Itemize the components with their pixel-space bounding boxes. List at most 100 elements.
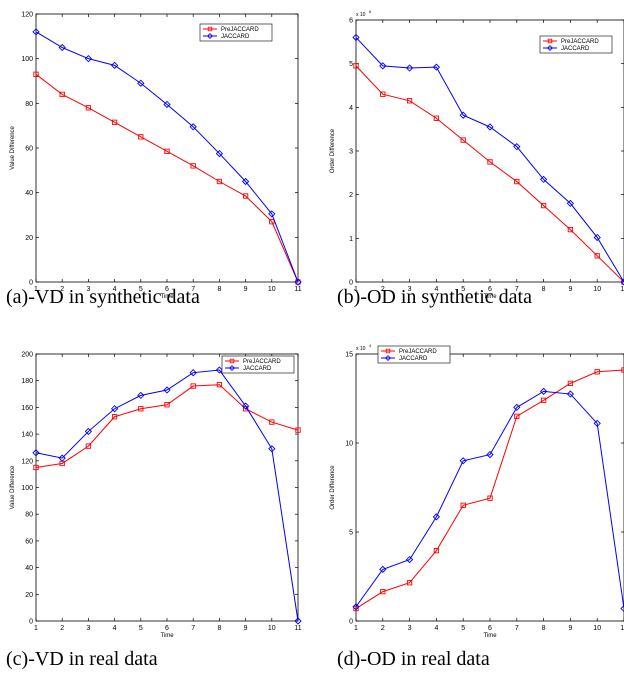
y-exponent-label: x 10 xyxy=(356,346,366,352)
chart-svg-d: 1 2 3 4 5 6 7 8 9 10 11 0 5 10 15 Time Order Difference x… xyxy=(330,343,624,639)
x-tick-label: 4 xyxy=(434,286,438,293)
chart-svg-b: 12345678910110123456TimeOrder Difference… xyxy=(330,9,624,300)
data-point-prejaccard xyxy=(567,380,574,387)
legend-label-jaccard: JACCARD xyxy=(221,34,250,40)
x-tick-label: 1 xyxy=(354,286,358,293)
legend-label-jaccard: JACCARD xyxy=(399,356,428,362)
data-point-jaccard xyxy=(110,405,119,413)
legend-label-prejaccard: PreJACCARD xyxy=(561,39,599,45)
y-tick-label: 120 xyxy=(21,12,33,19)
y-tick-label: 60 xyxy=(25,538,33,545)
x-tick-label: 10 xyxy=(268,286,276,293)
plot-frame xyxy=(355,353,624,622)
legend-marker-prejaccard xyxy=(229,358,235,364)
x-tick-label: 2 xyxy=(60,286,64,293)
data-point-jaccard xyxy=(268,445,276,453)
x-tick-label: 4 xyxy=(434,625,438,632)
data-point-jaccard xyxy=(352,603,360,611)
data-point-prejaccard xyxy=(164,402,170,408)
series-line-prejaccard xyxy=(35,384,299,468)
y-exponent-power: 4 xyxy=(369,343,372,348)
chart-svg-c: 1 2 3 4 5 6 7 8 9 10 11 0 20 40 60 80 100 120 140 160 180 200… xyxy=(10,352,302,640)
x-tick-label: 4 xyxy=(113,286,117,293)
x-tick-label: 3 xyxy=(408,286,412,293)
data-point-prejaccard xyxy=(380,588,386,595)
legend-box xyxy=(377,345,451,364)
data-point-jaccard xyxy=(620,278,624,286)
x-tick-label: 5 xyxy=(461,625,465,632)
chart-svg-a: 1 2 3 4 5 6 7 8 9 10 11 0 20 40 60 80 100 120 Time Value Di… xyxy=(10,12,302,301)
y-tick-label: 180 xyxy=(21,378,33,385)
data-point-jaccard xyxy=(58,43,66,52)
y-tick-label: 15 xyxy=(345,352,353,359)
y-tick-label: 140 xyxy=(21,432,33,439)
y-tick-label: 0 xyxy=(29,619,33,626)
x-tick-label: 3 xyxy=(408,625,412,632)
data-point-jaccard xyxy=(137,79,145,87)
x-tick-label: 5 xyxy=(461,286,465,293)
y-axis-label: Value Difference xyxy=(10,125,16,169)
x-tick-label: 9 xyxy=(244,625,248,632)
legend-label-jaccard: JACCARD xyxy=(561,46,590,52)
legend-box xyxy=(199,23,273,42)
y-tick-label: 60 xyxy=(25,146,33,153)
y-tick-label: 100 xyxy=(21,485,33,492)
data-point-prejaccard xyxy=(594,253,600,259)
y-tick-label: 40 xyxy=(25,190,33,197)
series-line-jaccard xyxy=(355,37,624,283)
y-tick-label: 20 xyxy=(25,592,33,599)
legend-label-prejaccard: PreJACCARD xyxy=(243,359,281,365)
data-point-jaccard xyxy=(459,111,467,119)
series-line-prejaccard xyxy=(355,65,624,283)
data-point-prejaccard xyxy=(433,115,440,121)
chart-caption-a: (a)-VD in synthetic data xyxy=(6,286,200,308)
y-tick-label: 120 xyxy=(21,458,33,465)
data-point-prejaccard xyxy=(514,413,520,419)
x-tick-label: 8 xyxy=(217,286,221,293)
data-point-prejaccard xyxy=(111,119,118,125)
data-point-prejaccard xyxy=(164,148,170,154)
data-point-prejaccard xyxy=(540,397,547,403)
y-tick-label: 0 xyxy=(29,280,33,287)
legend-label-prejaccard: PreJACCARD xyxy=(221,27,259,33)
data-point-prejaccard xyxy=(85,105,92,111)
x-tick-label: 6 xyxy=(488,286,492,293)
data-point-jaccard xyxy=(405,64,414,72)
data-point-jaccard xyxy=(405,555,414,564)
x-axis-label: Time xyxy=(483,294,497,300)
data-point-prejaccard xyxy=(269,419,275,425)
series-line-jaccard xyxy=(355,390,624,609)
legend-label-prejaccard: PreJACCARD xyxy=(399,349,437,355)
y-tick-label: 6 xyxy=(349,18,353,25)
data-point-prejaccard xyxy=(138,134,144,140)
x-tick-label: 6 xyxy=(488,625,492,632)
data-point-jaccard xyxy=(593,233,601,242)
data-point-prejaccard xyxy=(487,159,493,165)
series-line-jaccard xyxy=(35,369,299,622)
data-point-jaccard xyxy=(189,369,197,377)
y-tick-label: 200 xyxy=(21,352,33,359)
y-tick-label: 1 xyxy=(349,236,353,243)
data-point-prejaccard xyxy=(433,548,440,554)
data-point-prejaccard xyxy=(295,279,301,285)
data-point-prejaccard xyxy=(380,91,386,97)
data-point-jaccard xyxy=(432,63,441,71)
chart-caption-b: (b)-OD in synthetic data xyxy=(337,286,532,308)
x-tick-label: 7 xyxy=(515,286,519,293)
y-tick-label: 10 xyxy=(345,441,353,448)
y-exponent-power: 6 xyxy=(369,9,372,14)
data-point-prejaccard xyxy=(353,63,359,69)
x-tick-label: 9 xyxy=(568,286,572,293)
data-point-prejaccard xyxy=(269,219,275,225)
y-tick-label: 160 xyxy=(21,405,33,412)
data-point-jaccard xyxy=(459,457,467,465)
legend-box xyxy=(221,355,295,374)
x-tick-label: 2 xyxy=(381,286,385,293)
x-tick-label: 3 xyxy=(86,625,90,632)
data-point-jaccard xyxy=(163,386,171,394)
y-tick-label: 5 xyxy=(349,530,353,537)
data-point-jaccard xyxy=(486,123,494,131)
data-point-prejaccard xyxy=(216,178,223,185)
x-tick-label: 7 xyxy=(191,286,195,293)
x-tick-label: 10 xyxy=(268,625,276,632)
